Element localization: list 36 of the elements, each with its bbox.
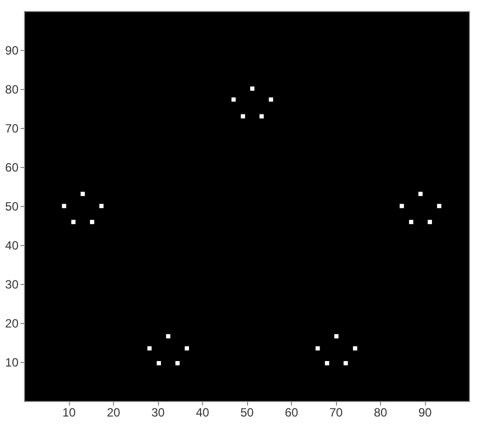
point (428, 220, 432, 224)
y-tick-label: 50 (5, 200, 19, 214)
x-tick-label: 10 (62, 406, 76, 420)
x-tick-label: 80 (374, 406, 388, 420)
y-tick-label: 60 (5, 160, 19, 174)
y-tick-label: 20 (5, 316, 19, 330)
point (250, 86, 254, 91)
y-tick-label: 90 (5, 44, 19, 58)
x-tick-label: 30 (151, 406, 165, 420)
point (175, 361, 180, 366)
y-tick-label: 10 (5, 356, 19, 370)
y-tick-label: 30 (5, 278, 19, 292)
x-tick-label: 40 (196, 406, 210, 420)
point (437, 204, 442, 208)
x-tick-label: 20 (106, 406, 120, 420)
x-tick-label: 60 (284, 406, 298, 420)
x-tick-label: 50 (240, 406, 254, 420)
y-tick-label: 40 (5, 238, 19, 252)
point (352, 346, 358, 350)
point (400, 204, 404, 208)
point (334, 334, 339, 338)
point (344, 361, 348, 366)
x-tick-label: 70 (329, 406, 343, 420)
point (316, 346, 320, 350)
point (80, 192, 85, 196)
point (324, 361, 330, 366)
point (409, 220, 414, 224)
point (260, 114, 264, 118)
point (184, 346, 189, 350)
point (147, 346, 152, 350)
point (166, 334, 170, 338)
point (240, 114, 246, 118)
x-tick-label: 90 (418, 406, 432, 420)
point (156, 361, 161, 366)
y-tick-label: 70 (5, 122, 19, 136)
y-tick-label: 80 (5, 82, 19, 96)
